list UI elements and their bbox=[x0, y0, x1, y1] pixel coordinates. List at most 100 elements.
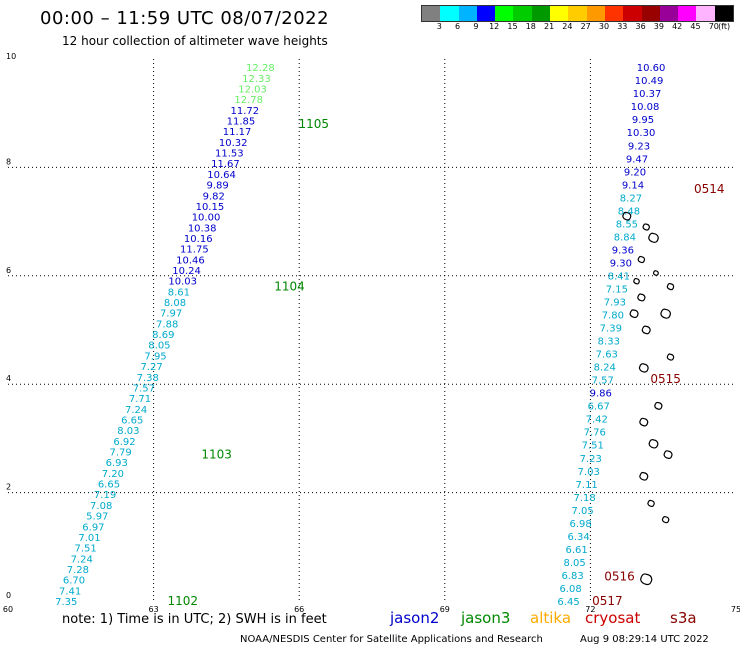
scale-swatch bbox=[604, 6, 624, 21]
scale-label: 39 bbox=[653, 22, 664, 31]
track-value: 7.03 bbox=[578, 467, 600, 478]
track-value: 10.32 bbox=[219, 138, 248, 149]
track-value: 10.16 bbox=[184, 234, 213, 245]
track-value: 7.97 bbox=[160, 309, 182, 320]
track-value: 7.24 bbox=[71, 554, 93, 565]
scale-label: 6 bbox=[455, 22, 461, 31]
x-tick-label: 75 bbox=[731, 605, 740, 614]
pass-time-label: 1104 bbox=[274, 280, 305, 294]
scale-label: 21 bbox=[544, 22, 555, 31]
track-value: 5.97 bbox=[86, 512, 108, 523]
track-value: 7.39 bbox=[600, 324, 622, 335]
island-outline bbox=[640, 573, 653, 586]
footer-note: note: 1) Time is in UTC; 2) SWH is in fe… bbox=[62, 612, 327, 627]
footer-credit: NOAA/NESDIS Center for Satellite Applica… bbox=[240, 634, 543, 645]
track-value: 9.23 bbox=[628, 141, 650, 152]
track-value: 7.20 bbox=[102, 469, 124, 480]
island-outline bbox=[629, 309, 639, 319]
legend-s3a: s3a bbox=[670, 609, 697, 627]
track-value: 10.30 bbox=[627, 128, 656, 139]
track-value: 7.51 bbox=[75, 544, 97, 555]
track-value: 9.86 bbox=[590, 389, 612, 400]
pass-time-label: 1102 bbox=[167, 594, 198, 608]
island-outline bbox=[622, 211, 632, 221]
scale-label: 70 bbox=[708, 22, 719, 31]
y-tick-label: 2 bbox=[6, 483, 11, 492]
scale-swatch bbox=[641, 6, 660, 21]
y-tick-label: 4 bbox=[6, 374, 11, 383]
track-value: 10.24 bbox=[172, 266, 201, 277]
track-value: 8.05 bbox=[563, 558, 585, 569]
island-outline bbox=[654, 401, 663, 410]
scale-swatch bbox=[678, 6, 697, 21]
track-value: 7.42 bbox=[586, 415, 608, 426]
pass-time-label: 0515 bbox=[650, 372, 681, 386]
track-value: 7.19 bbox=[94, 490, 116, 501]
track-value: 9.36 bbox=[612, 245, 634, 256]
island-outline bbox=[639, 471, 649, 481]
legend-altika: altika bbox=[530, 609, 572, 627]
track-value: 7.57 bbox=[133, 383, 155, 394]
x-tick-label: 66 bbox=[294, 605, 304, 614]
scale-swatch bbox=[568, 6, 587, 21]
track-value: 7.71 bbox=[129, 394, 151, 405]
island-outline bbox=[647, 499, 655, 508]
y-tick-label: 8 bbox=[6, 157, 11, 166]
scale-swatch bbox=[422, 6, 441, 21]
scale-label: 33 bbox=[617, 22, 628, 31]
scale-label: 15 bbox=[507, 22, 518, 31]
scale-label: 3 bbox=[436, 22, 442, 31]
scale-label: 27 bbox=[580, 22, 591, 31]
track-value: 10.64 bbox=[207, 170, 236, 181]
scale-swatch bbox=[440, 6, 459, 21]
track-value: 7.76 bbox=[584, 428, 606, 439]
scale-swatch bbox=[531, 6, 551, 21]
color-scale bbox=[421, 5, 735, 22]
x-tick-label: 63 bbox=[149, 605, 159, 614]
scale-label: 42 bbox=[672, 22, 683, 31]
track-value: 6.98 bbox=[570, 519, 592, 530]
map-title: 00:00 – 11:59 UTC 08/07/2022 bbox=[40, 8, 330, 29]
track-value: 11.53 bbox=[215, 149, 244, 160]
scale-label: 36 bbox=[635, 22, 646, 31]
x-tick-label: 60 bbox=[3, 605, 13, 614]
track-value: 7.51 bbox=[582, 441, 604, 452]
track-value: 8.24 bbox=[594, 363, 616, 374]
track-value: 10.00 bbox=[192, 213, 221, 224]
track-value: 8.69 bbox=[152, 330, 174, 341]
track-value: 9.82 bbox=[203, 191, 225, 202]
track-value: 7.27 bbox=[141, 362, 163, 373]
track-value: 12.03 bbox=[238, 84, 267, 95]
track-value: 9.14 bbox=[622, 180, 644, 191]
track-value: 6.34 bbox=[567, 532, 589, 543]
track-value: 9.20 bbox=[624, 167, 646, 178]
track-value: 7.79 bbox=[109, 448, 131, 459]
track-value: 6.92 bbox=[113, 437, 135, 448]
track-value: 10.46 bbox=[176, 255, 205, 266]
track-value: 7.18 bbox=[574, 493, 596, 504]
track-value: 7.57 bbox=[592, 376, 614, 387]
track-value: 12.28 bbox=[246, 63, 275, 74]
x-tick-label: 69 bbox=[440, 605, 450, 614]
track-value: 9.47 bbox=[626, 154, 648, 165]
track-value: 10.60 bbox=[637, 63, 666, 74]
footer-timestamp: Aug 9 08:29:14 UTC 2022 bbox=[580, 634, 709, 645]
scale-swatch bbox=[714, 6, 734, 21]
island-outline bbox=[666, 353, 675, 361]
pass-time-label: 1103 bbox=[201, 448, 232, 462]
track-value: 8.41 bbox=[608, 271, 630, 282]
island-outline bbox=[661, 516, 670, 524]
y-tick-label: 6 bbox=[6, 266, 11, 275]
island-outline bbox=[660, 308, 672, 319]
track-value: 10.37 bbox=[633, 89, 662, 100]
track-value: 7.88 bbox=[156, 319, 178, 330]
color-scale-labels: 3 6 9 12 15 18 21 24 27 30 33 36 39 42 45 70 (ft) bbox=[421, 22, 740, 34]
scale-label: 12 bbox=[489, 22, 500, 31]
track-value: 8.84 bbox=[614, 232, 636, 243]
track-value: 7.41 bbox=[59, 586, 81, 597]
track-value: 6.83 bbox=[561, 571, 583, 582]
track-value: 8.03 bbox=[117, 426, 139, 437]
scale-swatch bbox=[495, 6, 514, 21]
track-value: 8.27 bbox=[620, 193, 642, 204]
track-value: 6.97 bbox=[82, 522, 104, 533]
